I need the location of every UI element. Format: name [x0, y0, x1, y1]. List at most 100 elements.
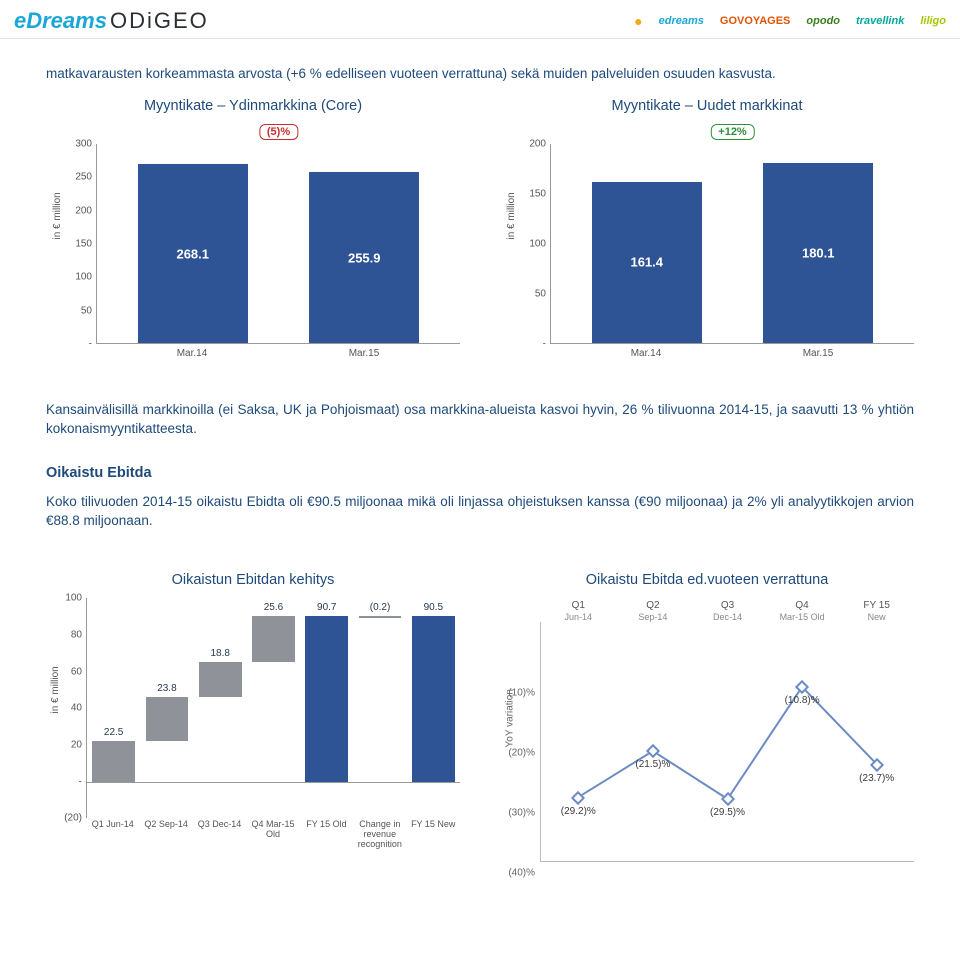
chart-core: Myyntikate – Ydinmarkkina (Core) in € mi… [46, 98, 460, 359]
main-content: matkavarausten korkeammasta arvosta (+6 … [0, 39, 960, 872]
y-tick: 100 [529, 238, 546, 249]
point-label: (21.5)% [635, 759, 670, 770]
y-tick: 150 [75, 238, 92, 249]
bar-value-label: 161.4 [630, 255, 663, 270]
brand-liligo: liligo [920, 15, 946, 27]
chart-title: Myyntikate – Ydinmarkkina (Core) [46, 98, 460, 114]
x-sublabel: Sep-14 [616, 612, 691, 622]
x-tick-label: FY 15 Old [300, 818, 353, 850]
bar-value-label: 180.1 [802, 245, 835, 260]
chart-row-2: Oikaistun Ebitdan kehitys in € million (2… [46, 572, 914, 862]
y-tick: (40)% [508, 868, 535, 879]
y-tick: 150 [529, 188, 546, 199]
brand-opodo: opodo [806, 15, 840, 27]
x-tick-label: Q1 Jun-14 [86, 818, 139, 850]
dot-icon: ● [634, 13, 642, 29]
y-tick: (20)% [508, 748, 535, 759]
chart-yoy: Oikaistu Ebitda ed.vuoteen verrattuna Yo… [500, 572, 914, 862]
paragraph-3: Koko tilivuoden 2014-15 oikaistu Ebidta … [46, 493, 914, 531]
x-sublabel: Mar-15 Old [765, 612, 840, 622]
waterfall-value-label: 23.8 [157, 683, 176, 694]
x-sublabel: Jun-14 [541, 612, 616, 622]
waterfall-value-label: 90.7 [317, 602, 336, 613]
x-sublabel: New [839, 612, 914, 622]
y-tick: 300 [75, 138, 92, 149]
x-tick-label: Q2 Sep-14 [139, 818, 192, 850]
waterfall-value-label: 25.6 [264, 602, 283, 613]
point-label: (29.2)% [561, 806, 596, 817]
chart-title: Myyntikate – Uudet markkinat [500, 98, 914, 114]
y-tick: (30)% [508, 808, 535, 819]
waterfall-value-label: 18.8 [210, 648, 229, 659]
chart-new-markets: Myyntikate – Uudet markkinat in € millio… [500, 98, 914, 359]
change-annotation: +12% [710, 124, 754, 140]
point-label: (23.7)% [859, 773, 894, 784]
y-tick: - [543, 338, 546, 349]
waterfall-step-bar [252, 616, 295, 663]
y-tick: 100 [65, 593, 82, 604]
bar: 255.9 [309, 172, 419, 343]
lead-paragraph: matkavarausten korkeammasta arvosta (+6 … [46, 65, 914, 84]
y-tick: 250 [75, 172, 92, 183]
logo: eDreams ODiGEO [14, 8, 209, 34]
brand-travellink: travellink [856, 15, 904, 27]
y-axis-label: in € million [50, 667, 61, 714]
y-axis-label: in € million [506, 192, 517, 239]
y-tick: 100 [75, 272, 92, 283]
y-tick: 20 [71, 740, 82, 751]
x-sublabel: Dec-14 [690, 612, 765, 622]
chart-title: Oikaistu Ebitda ed.vuoteen verrattuna [500, 572, 914, 588]
brand-edreams: edreams [659, 15, 704, 27]
x-tick-label: Mar.14 [560, 348, 732, 359]
brand-row: ● edreams GOVOYAGES opodo travellink lil… [634, 13, 946, 29]
line-series [578, 687, 876, 799]
x-tick-label: Change in revenue recognition [353, 818, 406, 850]
chart-title: Oikaistun Ebitdan kehitys [46, 572, 460, 588]
x-tick-label: Mar.15 [278, 348, 450, 359]
heading-oikattu-ebitda: Oikaistu Ebitda [46, 465, 914, 481]
header: eDreams ODiGEO ● edreams GOVOYAGES opodo… [0, 0, 960, 39]
bar-value-label: 255.9 [348, 250, 381, 265]
y-tick: 60 [71, 666, 82, 677]
waterfall-value-label: (0.2) [370, 602, 391, 613]
waterfall-total-bar [305, 616, 348, 782]
bar: 161.4 [592, 182, 702, 343]
change-annotation: (5)% [259, 124, 298, 140]
point-label: (10.8)% [785, 695, 820, 706]
y-tick: (10)% [508, 688, 535, 699]
x-tick-label: FY 15 [839, 600, 914, 611]
y-tick: 80 [71, 630, 82, 641]
x-tick-label: Q3 Dec-14 [193, 818, 246, 850]
point-label: (29.5)% [710, 807, 745, 818]
y-tick: 40 [71, 703, 82, 714]
waterfall-step-bar [199, 662, 242, 696]
x-tick-label: Mar.14 [106, 348, 278, 359]
logo-odigeo: ODiGEO [110, 8, 209, 34]
x-tick-label: Q4 Mar-15 Old [246, 818, 299, 850]
waterfall-total-bar [412, 616, 455, 782]
y-tick: 50 [535, 288, 546, 299]
bar: 268.1 [138, 164, 248, 343]
y-tick: - [89, 338, 92, 349]
x-tick-label: Q1 [541, 600, 616, 611]
waterfall-value-label: 22.5 [104, 727, 123, 738]
y-tick: 200 [529, 138, 546, 149]
brand-govoyages: GOVOYAGES [720, 15, 791, 27]
y-axis-label: in € million [52, 192, 63, 239]
x-tick-label: Q3 [690, 600, 765, 611]
y-tick: 50 [81, 305, 92, 316]
y-tick: 200 [75, 205, 92, 216]
chart-row-1: Myyntikate – Ydinmarkkina (Core) in € mi… [46, 98, 914, 359]
waterfall-step-bar [359, 616, 402, 618]
x-tick-label: FY 15 New [407, 818, 460, 850]
x-tick-label: Q2 [616, 600, 691, 611]
waterfall-step-bar [146, 697, 189, 741]
chart-waterfall: Oikaistun Ebitdan kehitys in € million (2… [46, 572, 460, 862]
paragraph-2: Kansainvälisillä markkinoilla (ei Saksa,… [46, 401, 914, 439]
x-tick-label: Mar.15 [732, 348, 904, 359]
y-tick: - [79, 776, 82, 787]
bar-value-label: 268.1 [176, 246, 209, 261]
bar: 180.1 [763, 163, 873, 343]
logo-edreams: eDreams [14, 8, 107, 34]
y-tick: (20) [64, 813, 82, 824]
